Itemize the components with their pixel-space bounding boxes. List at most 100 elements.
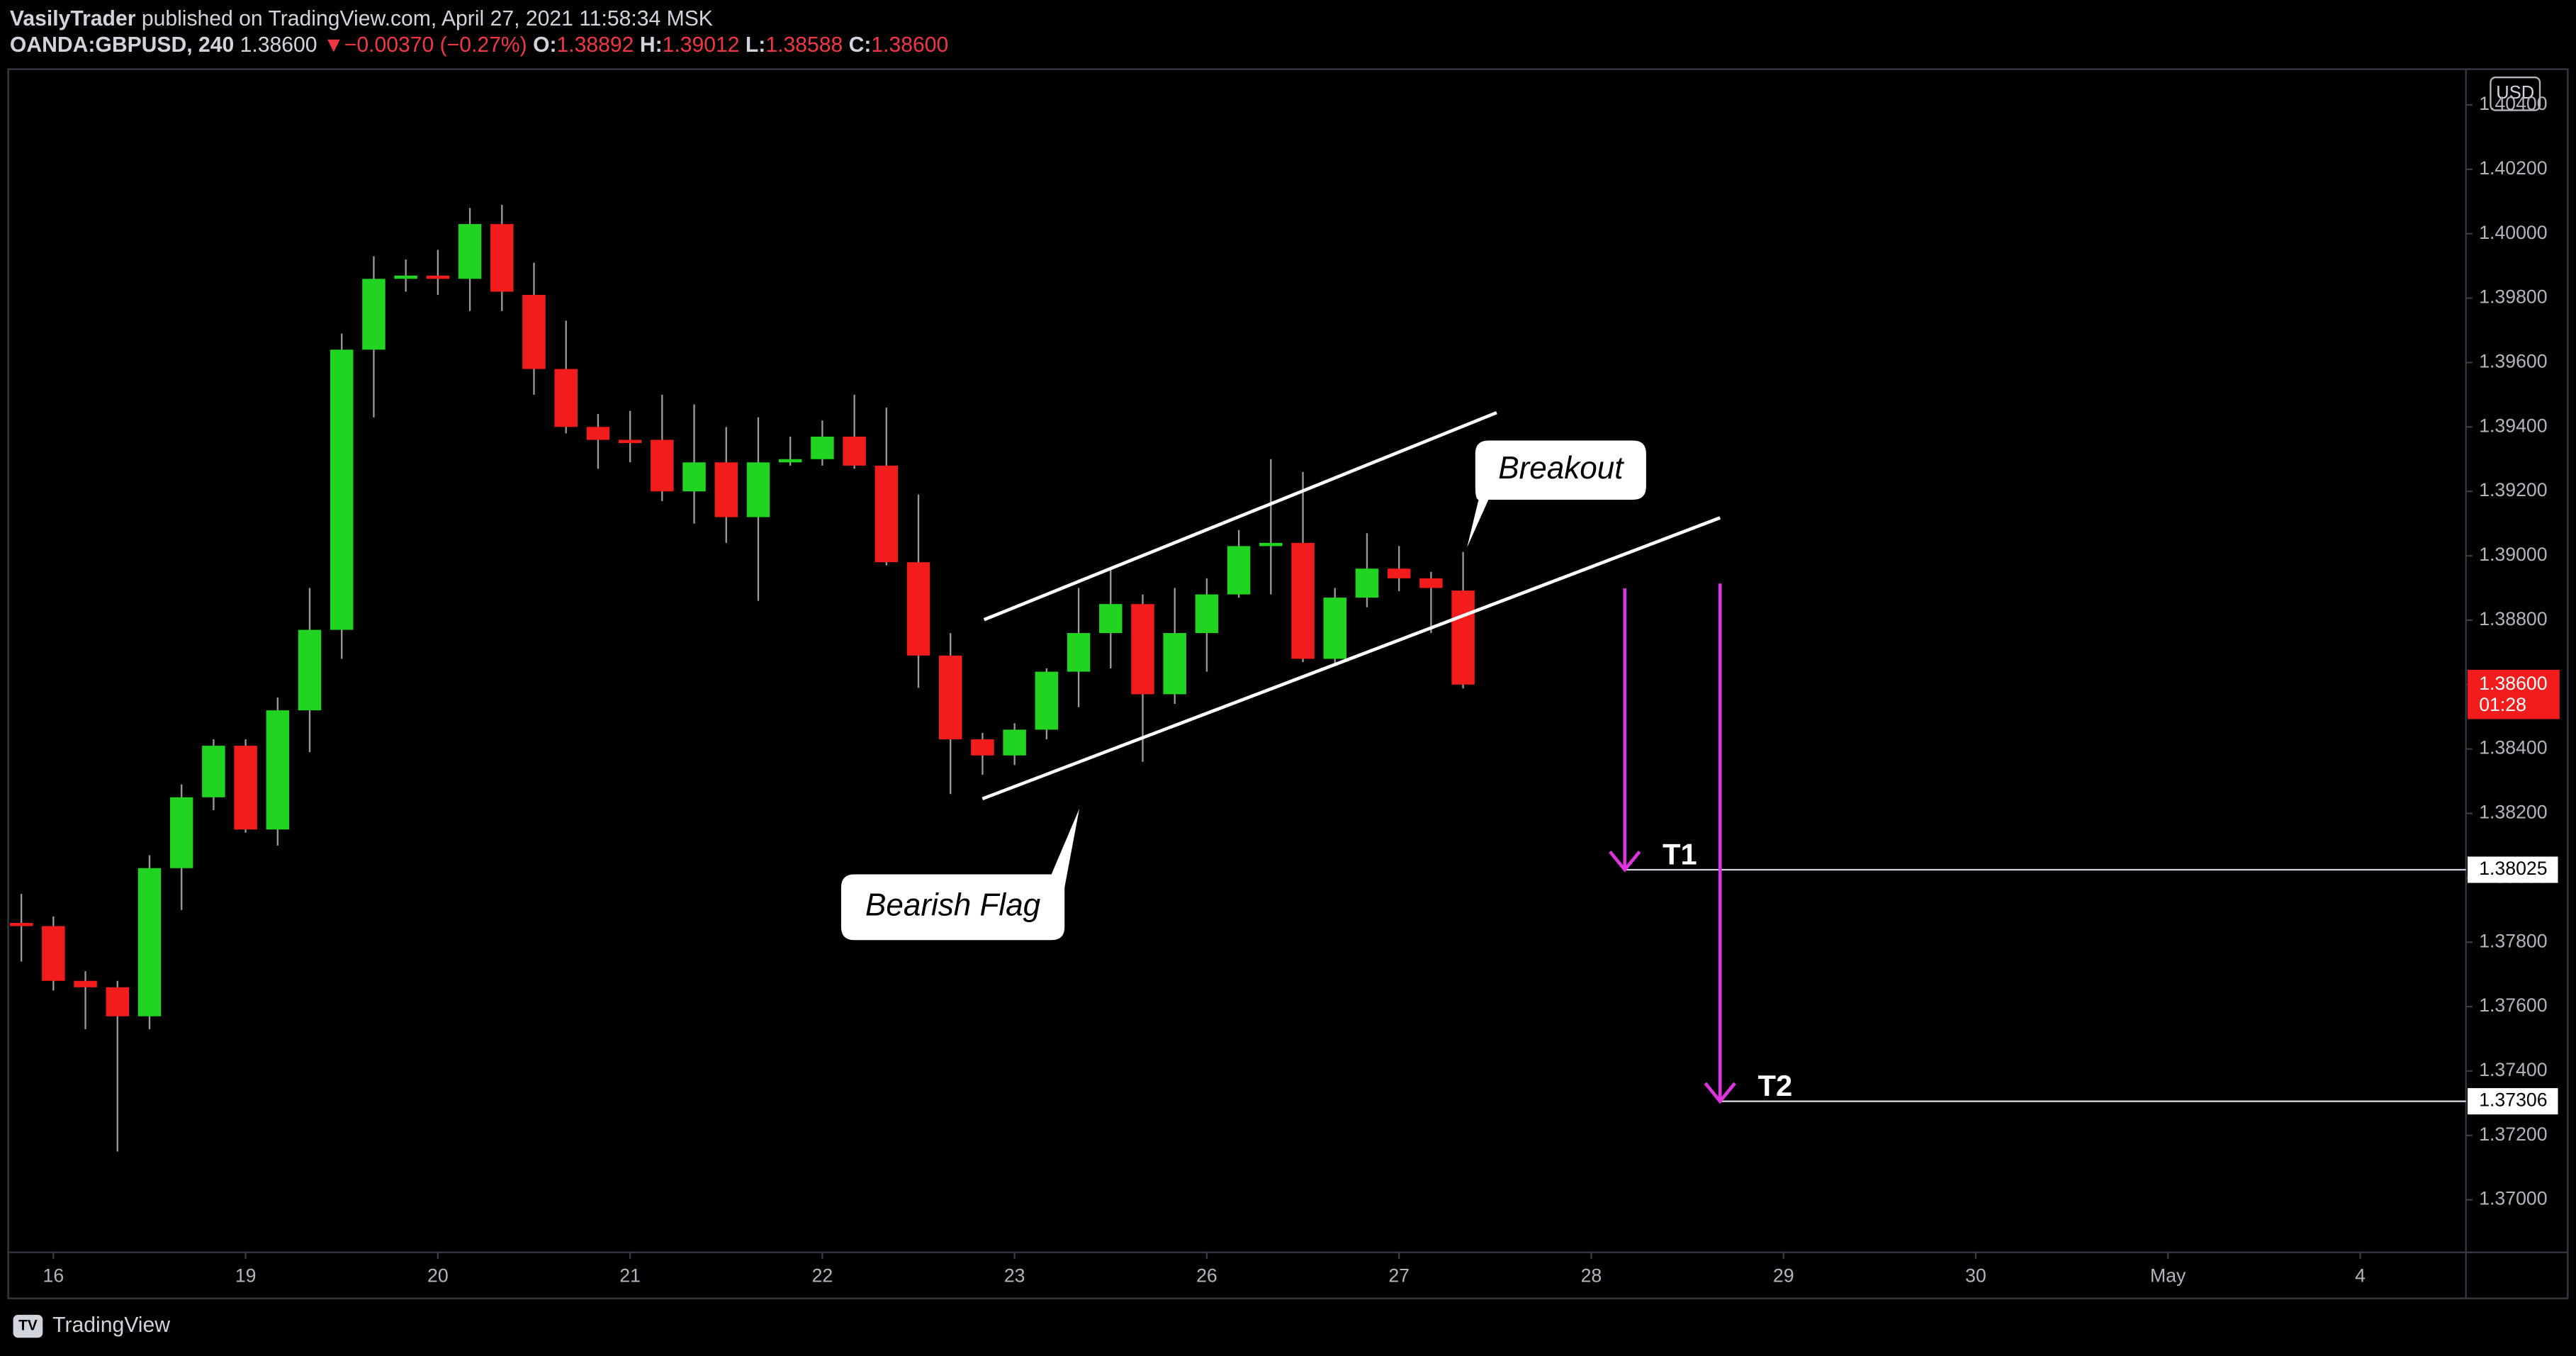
- y-tick-label: 1.37000: [2479, 1188, 2547, 1209]
- target-arrowhead: [1704, 1082, 1736, 1104]
- l: 1.38588: [765, 33, 843, 57]
- l-label: L:: [746, 33, 765, 57]
- y-tick-label: 1.39600: [2479, 351, 2547, 372]
- candle-body: [682, 462, 706, 492]
- candle: [1419, 571, 1443, 634]
- x-tick-label: 22: [812, 1265, 833, 1287]
- h: 1.39012: [663, 33, 740, 57]
- plot-area: [9, 204, 1475, 1152]
- y-tick-label: 1.38200: [2479, 802, 2547, 823]
- y-tick-label: 1.38800: [2479, 608, 2547, 629]
- candle: [330, 333, 354, 659]
- published: published on TradingView.com, April 27, …: [142, 7, 713, 30]
- candle: [1291, 471, 1315, 662]
- x-tick-label: 28: [1581, 1265, 1602, 1287]
- target-price-box: [2467, 856, 2558, 883]
- candle-body: [1099, 604, 1123, 634]
- candle-body: [202, 746, 225, 797]
- candle: [1387, 546, 1411, 592]
- symbol: OANDA:GBPUSD, 240: [10, 33, 234, 57]
- candle: [906, 494, 930, 688]
- candle-body: [1003, 729, 1026, 756]
- candle: [682, 404, 706, 524]
- candle-body: [971, 739, 994, 756]
- candle: [490, 204, 514, 311]
- y-tick-label: 1.38400: [2479, 737, 2547, 758]
- target-price-label: 1.37306: [2479, 1089, 2547, 1111]
- y-tick-label: 1.40400: [2479, 93, 2547, 114]
- brand: TradingView: [52, 1313, 170, 1337]
- candle-body: [1067, 633, 1091, 672]
- candle-body: [1195, 594, 1219, 634]
- y-tick-label: 1.37800: [2479, 930, 2547, 951]
- candle: [106, 980, 129, 1152]
- target-arrowhead: [1609, 851, 1641, 873]
- candle: [811, 420, 834, 466]
- candle: [1131, 594, 1154, 762]
- author: VasilyTrader: [10, 7, 136, 30]
- candle: [586, 414, 610, 469]
- candle: [1451, 551, 1475, 689]
- candle: [874, 408, 899, 566]
- candle-body: [746, 462, 770, 517]
- candle-body: [42, 926, 65, 981]
- svg-text:TV: TV: [18, 1318, 38, 1334]
- candle: [1035, 668, 1059, 740]
- channel-upper: [983, 410, 1497, 622]
- y-tick-label: 1.40000: [2479, 222, 2547, 243]
- candle: [554, 320, 578, 434]
- candle-body: [906, 562, 930, 656]
- x-tick-label: 21: [619, 1265, 641, 1287]
- candle-body: [458, 224, 482, 279]
- o-label: O:: [533, 33, 556, 57]
- candle-body: [426, 275, 450, 279]
- candle: [266, 697, 290, 846]
- currency-box: [2490, 77, 2541, 111]
- candle: [618, 410, 642, 463]
- candle: [9, 894, 33, 962]
- candle-body: [939, 655, 962, 740]
- callout-breakout: [1467, 440, 1646, 548]
- target-name: T1: [1663, 837, 1697, 870]
- candle-body: [1323, 598, 1346, 659]
- last-price-label: 1.38600: [2479, 673, 2547, 694]
- x-tick-label: 26: [1196, 1265, 1217, 1287]
- candle: [1067, 588, 1091, 707]
- c: 1.38600: [871, 33, 948, 57]
- candle: [1259, 459, 1283, 595]
- x-tick-label: 29: [1773, 1265, 1794, 1287]
- candle: [1323, 588, 1346, 666]
- candle: [1003, 723, 1026, 766]
- candle-body: [1035, 671, 1059, 730]
- y-tick-label: 1.39200: [2479, 479, 2547, 500]
- channel-lower: [982, 516, 1721, 801]
- candle: [458, 208, 482, 311]
- header-line-2: OANDA:GBPUSD, 240 1.38600 ▼−0.00370 (−0.…: [10, 33, 948, 57]
- candle: [362, 256, 386, 418]
- y-tick-label: 1.39400: [2479, 415, 2547, 436]
- target-price-box: [2467, 1088, 2558, 1115]
- candle: [1099, 568, 1123, 669]
- change-arrow: ▼: [323, 33, 344, 57]
- target-name: T2: [1758, 1069, 1793, 1102]
- c-label: C:: [849, 33, 872, 57]
- candle: [1195, 578, 1219, 672]
- candle: [1355, 533, 1379, 607]
- candle-body: [1131, 604, 1154, 695]
- o: 1.38892: [557, 33, 634, 57]
- candle-body: [778, 459, 802, 463]
- y-tick-label: 1.37200: [2479, 1124, 2547, 1145]
- candle: [74, 971, 97, 1029]
- candle: [939, 633, 962, 795]
- candle-body: [1355, 568, 1379, 598]
- x-tick-label: 30: [1965, 1265, 1986, 1287]
- candle-body: [554, 369, 578, 427]
- candle: [137, 855, 162, 1029]
- callout-text: Bearish Flag: [865, 888, 1041, 923]
- candle-body: [618, 439, 642, 444]
- candle: [426, 250, 450, 296]
- candle: [843, 394, 866, 469]
- candle: [202, 739, 225, 810]
- target-price-label: 1.38025: [2479, 858, 2547, 879]
